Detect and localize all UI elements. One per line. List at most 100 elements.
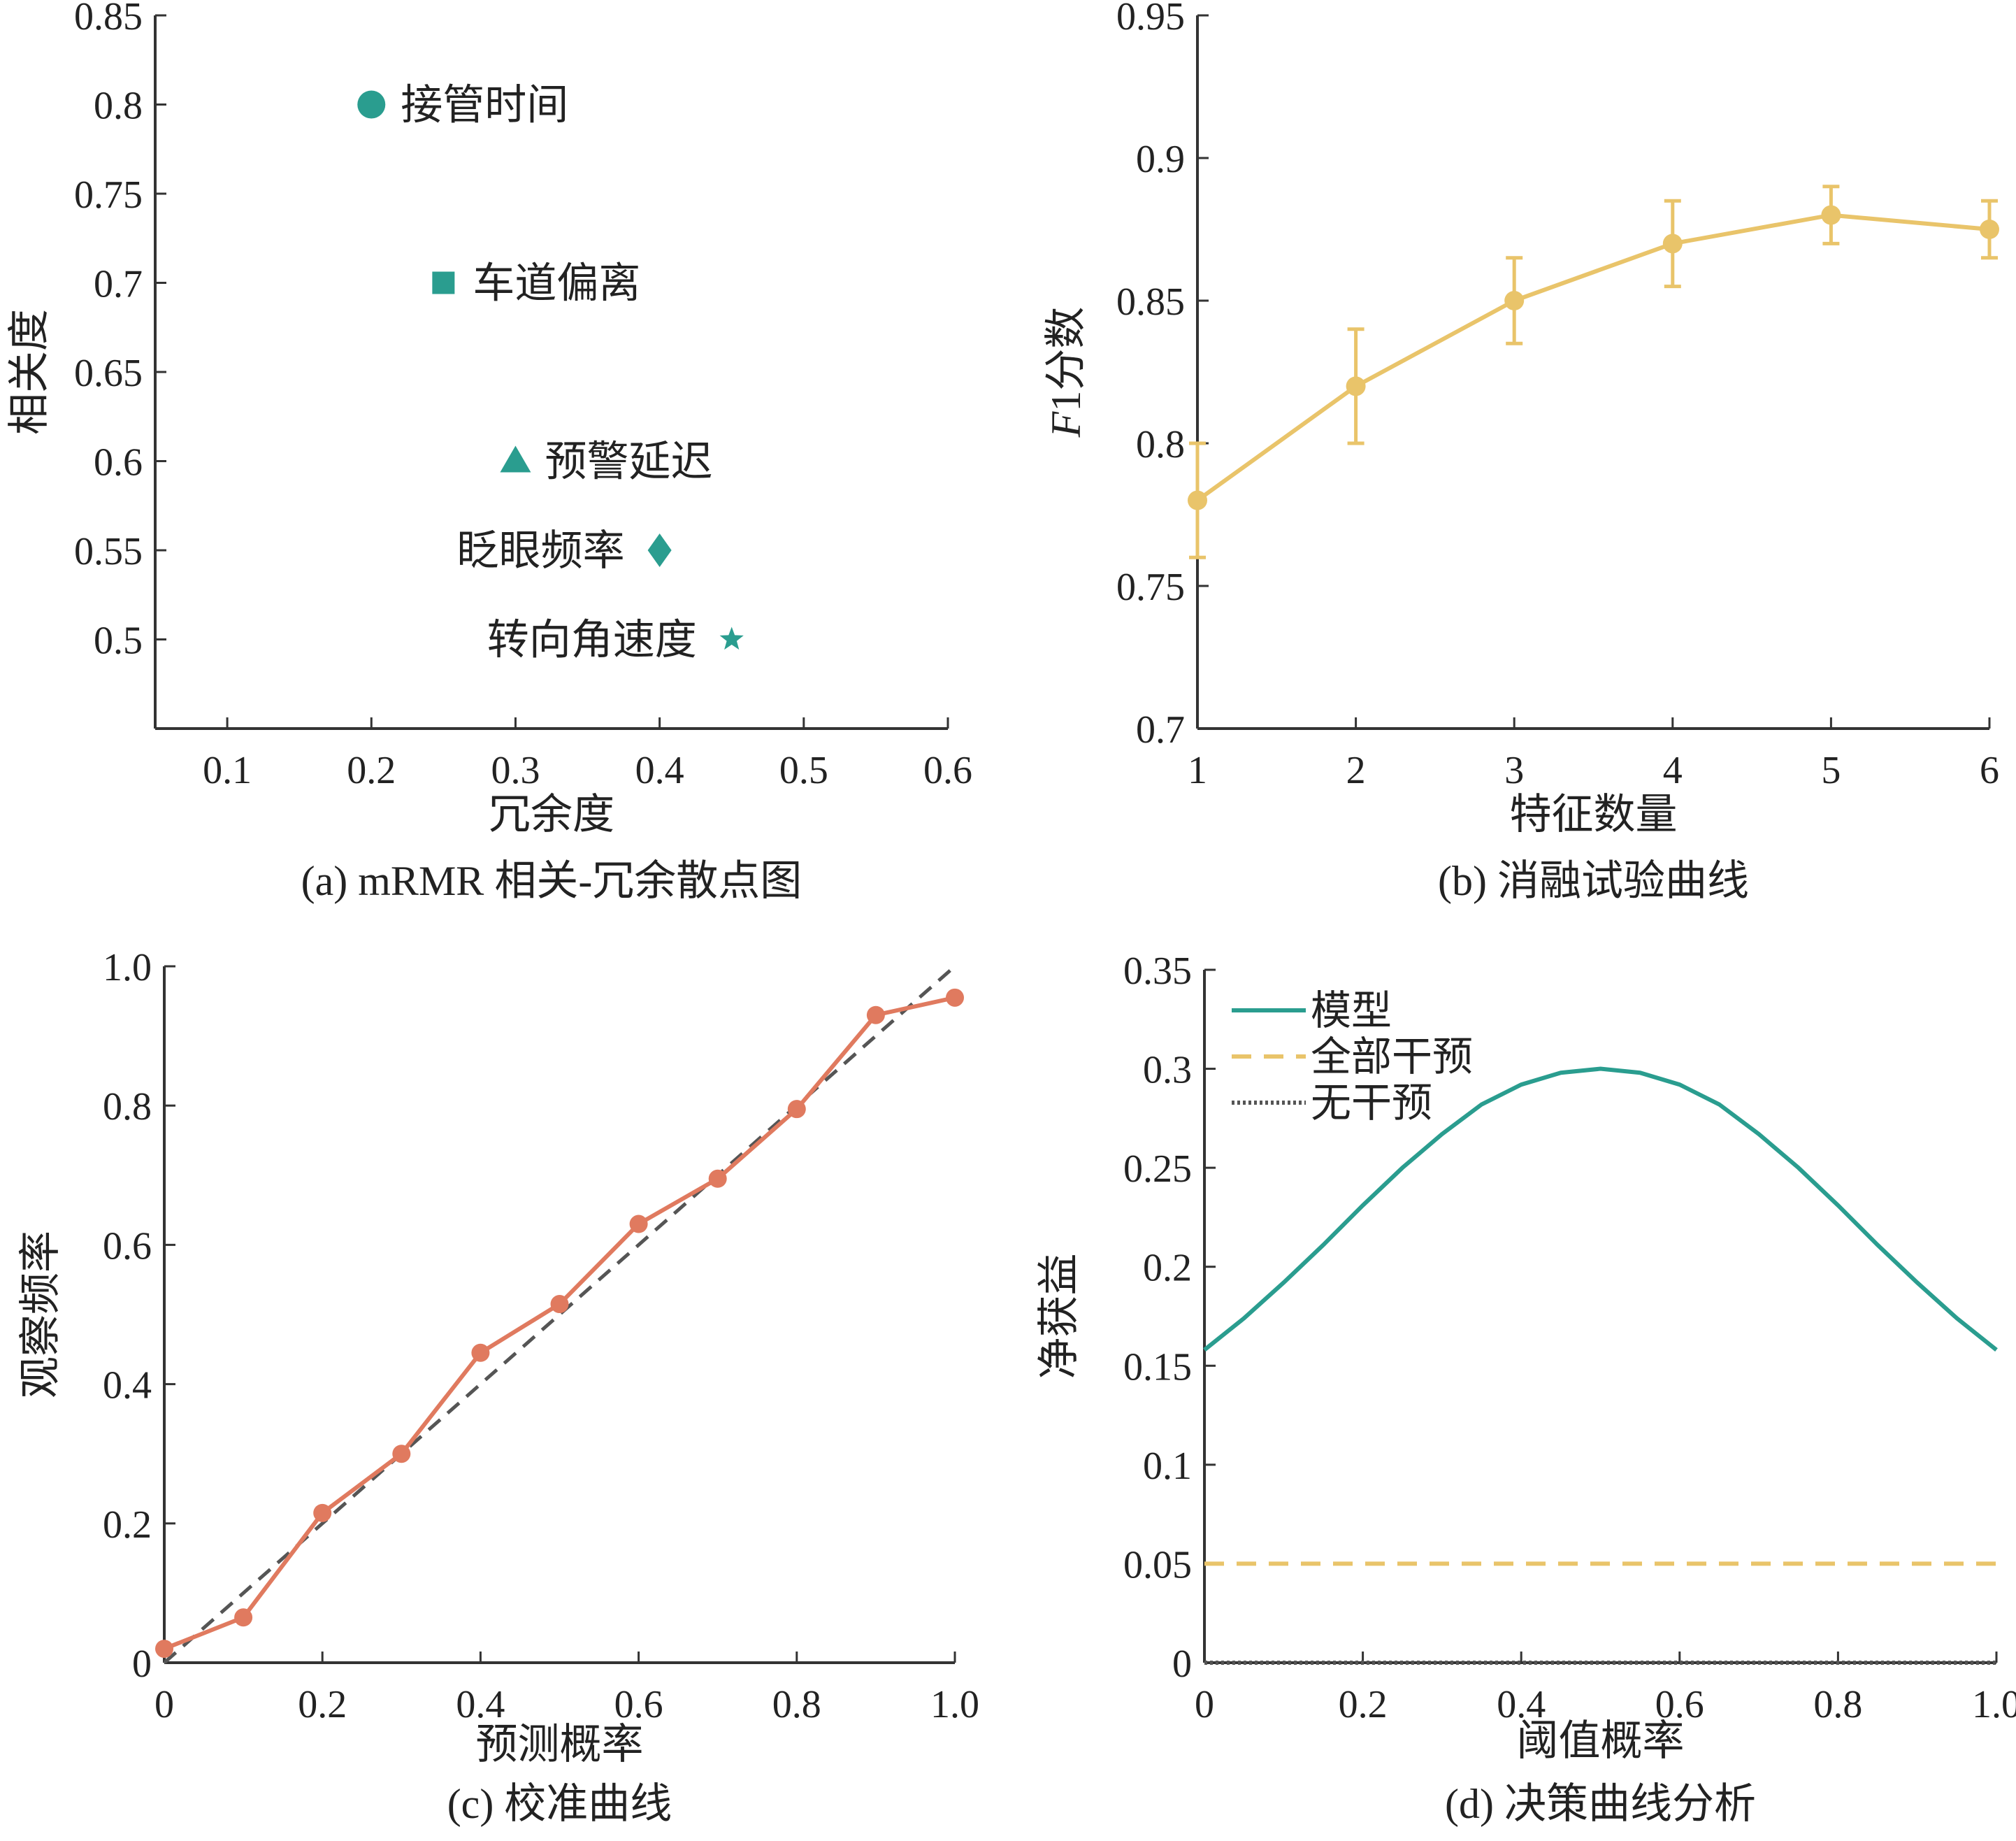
b-y-tick-label: 0.85	[1116, 280, 1185, 324]
b-y-tick-label: 0.8	[1136, 423, 1185, 466]
d-x-tick-label: 0.8	[1813, 1683, 1862, 1726]
a-point-diamond	[647, 533, 672, 567]
c-y-tick-label: 0.8	[103, 1085, 152, 1129]
b-y-tick-label: 0.7	[1136, 708, 1185, 752]
c-data-point	[946, 988, 964, 1007]
b-x-axis-label: 特征数量	[1510, 791, 1678, 838]
a-y-tick-label: 0.85	[74, 0, 143, 38]
b-data-point	[1504, 291, 1525, 310]
d-legend-label: 模型	[1311, 988, 1392, 1033]
c-y-tick-label: 0.6	[103, 1224, 152, 1268]
panel-a-mrmr-scatter: 0.1 0.2 0.3 0.4 0.5 0.6 0.5 0.55 0.6 0.65 0.7 0.75 0…	[6, 0, 972, 904]
a-x-tick-label: 0.4	[635, 749, 684, 792]
a-point-label: 车道偏离	[473, 261, 640, 307]
c-y-axis-label: 观察频率	[17, 1231, 64, 1398]
d-y-tick-label: 0.25	[1123, 1147, 1192, 1191]
d-x-tick-label: 0.4	[1497, 1683, 1546, 1726]
d-y-tick-label: 0.35	[1123, 950, 1192, 993]
a-point-label: 眨眼频率	[457, 528, 625, 574]
c-data-point	[392, 1445, 411, 1463]
a-point-square	[432, 271, 455, 294]
a-x-tick-label: 0.1	[203, 749, 252, 792]
c-x-tick-label: 0.6	[614, 1683, 663, 1726]
b-y-axis-label-italic: F	[1043, 410, 1089, 438]
b-caption: (b) 消融试验曲线	[1438, 858, 1749, 904]
b-x-tick-label: 6	[1980, 749, 1999, 792]
c-data-point	[629, 1215, 648, 1233]
b-y-axis-label: F1分数	[1043, 307, 1089, 438]
a-caption: (a) mRMR 相关-冗余散点图	[301, 858, 802, 904]
d-y-tick-label: 0	[1172, 1642, 1192, 1686]
b-x-tick-label: 1	[1188, 749, 1207, 792]
c-data-point	[155, 1640, 173, 1659]
b-x-tick-label: 4	[1663, 749, 1683, 792]
c-x-tick-label: 0.4	[456, 1683, 505, 1726]
c-x-axis-label: 预测概率	[476, 1721, 644, 1768]
a-x-tick-label: 0.3	[491, 749, 540, 792]
a-y-tick-label: 0.8	[94, 85, 143, 128]
a-y-tick-label: 0.75	[74, 173, 143, 217]
c-x-tick-label: 0.8	[772, 1683, 821, 1726]
d-legend-label: 全部干预	[1311, 1034, 1473, 1080]
a-y-tick-label: 0.5	[94, 619, 143, 663]
b-x-tick-label: 5	[1821, 749, 1841, 792]
a-x-tick-label: 0.6	[923, 749, 972, 792]
d-x-axis-label: 阈值概率	[1517, 1718, 1685, 1764]
c-x-tick-label: 0	[154, 1683, 174, 1726]
c-data-point	[787, 1100, 806, 1119]
b-x-tick-label: 3	[1504, 749, 1524, 792]
d-x-tick-label: 0.6	[1655, 1683, 1704, 1726]
c-y-tick-label: 1.0	[103, 946, 152, 989]
panel-b-ablation-curve: 1 2 3 4 5 6 0.7 0.75 0.8 0.85 0.9 0.95 特征数量 F1分数 (b) 消…	[1043, 0, 1999, 904]
d-caption: (d) 决策曲线分析	[1445, 1781, 1756, 1827]
b-y-axis-label-rest: 1分数	[1043, 307, 1089, 412]
b-x-tick-label: 2	[1346, 749, 1366, 792]
c-x-tick-label: 0.2	[298, 1683, 347, 1726]
a-x-axis-label: 冗余度	[489, 791, 614, 838]
panel-c-calibration-curve: 0 0.2 0.4 0.6 0.8 1.0 0 0.2 0.4 0.6 0.8 1.0 预测概率 观察频率…	[17, 946, 979, 1827]
c-data-point	[708, 1169, 727, 1188]
d-legend-label: 无干预	[1311, 1080, 1432, 1126]
d-y-axis-label: 净获益	[1036, 1254, 1082, 1380]
a-x-tick-label: 0.2	[347, 749, 396, 792]
d-x-tick-label: 0.2	[1339, 1683, 1388, 1726]
a-y-tick-label: 0.65	[74, 352, 143, 395]
a-y-tick-label: 0.55	[74, 530, 143, 573]
c-y-tick-label: 0.4	[103, 1364, 152, 1407]
a-point-star	[719, 626, 744, 650]
c-calibration-line	[163, 995, 956, 1651]
d-model-line	[1203, 1066, 1998, 1352]
c-data-point	[234, 1608, 253, 1627]
c-data-point	[550, 1295, 569, 1314]
c-caption: (c) 校准曲线	[447, 1781, 672, 1827]
a-point-label: 接管时间	[401, 83, 568, 129]
a-y-tick-label: 0.6	[94, 441, 143, 485]
b-y-tick-label: 0.95	[1116, 0, 1185, 38]
d-y-tick-label: 0.2	[1143, 1247, 1192, 1290]
b-data-point	[1188, 490, 1207, 510]
b-y-tick-label: 0.75	[1116, 566, 1185, 609]
c-reference-line	[163, 965, 956, 1664]
b-data-point	[1821, 205, 1841, 225]
d-y-tick-label: 0.1	[1143, 1445, 1192, 1488]
d-y-tick-label: 0.05	[1123, 1543, 1192, 1586]
c-y-tick-label: 0.2	[103, 1503, 152, 1547]
d-y-tick-label: 0.3	[1143, 1049, 1192, 1092]
c-data-point	[866, 1005, 885, 1024]
a-y-tick-label: 0.7	[94, 263, 143, 306]
a-y-axis-label: 相关度	[6, 309, 52, 435]
a-point-label: 预警延迟	[545, 439, 712, 485]
b-series-line	[1196, 213, 1990, 503]
b-data-point	[1980, 220, 1999, 239]
b-y-tick-label: 0.9	[1136, 138, 1185, 181]
b-data-point	[1346, 376, 1366, 396]
panel-d-decision-curve: 0 0.2 0.4 0.6 0.8 1.0 0 0.05 0.1 0.15 0.2 0.25 0.3 0.…	[1036, 950, 2016, 1827]
a-point-circle	[357, 90, 386, 119]
b-data-point	[1662, 234, 1683, 254]
d-x-tick-label: 0	[1195, 1683, 1214, 1726]
c-data-point	[313, 1503, 332, 1522]
a-point-triangle	[500, 445, 531, 473]
a-point-label: 转向角速度	[487, 617, 697, 664]
c-data-point	[471, 1343, 490, 1362]
